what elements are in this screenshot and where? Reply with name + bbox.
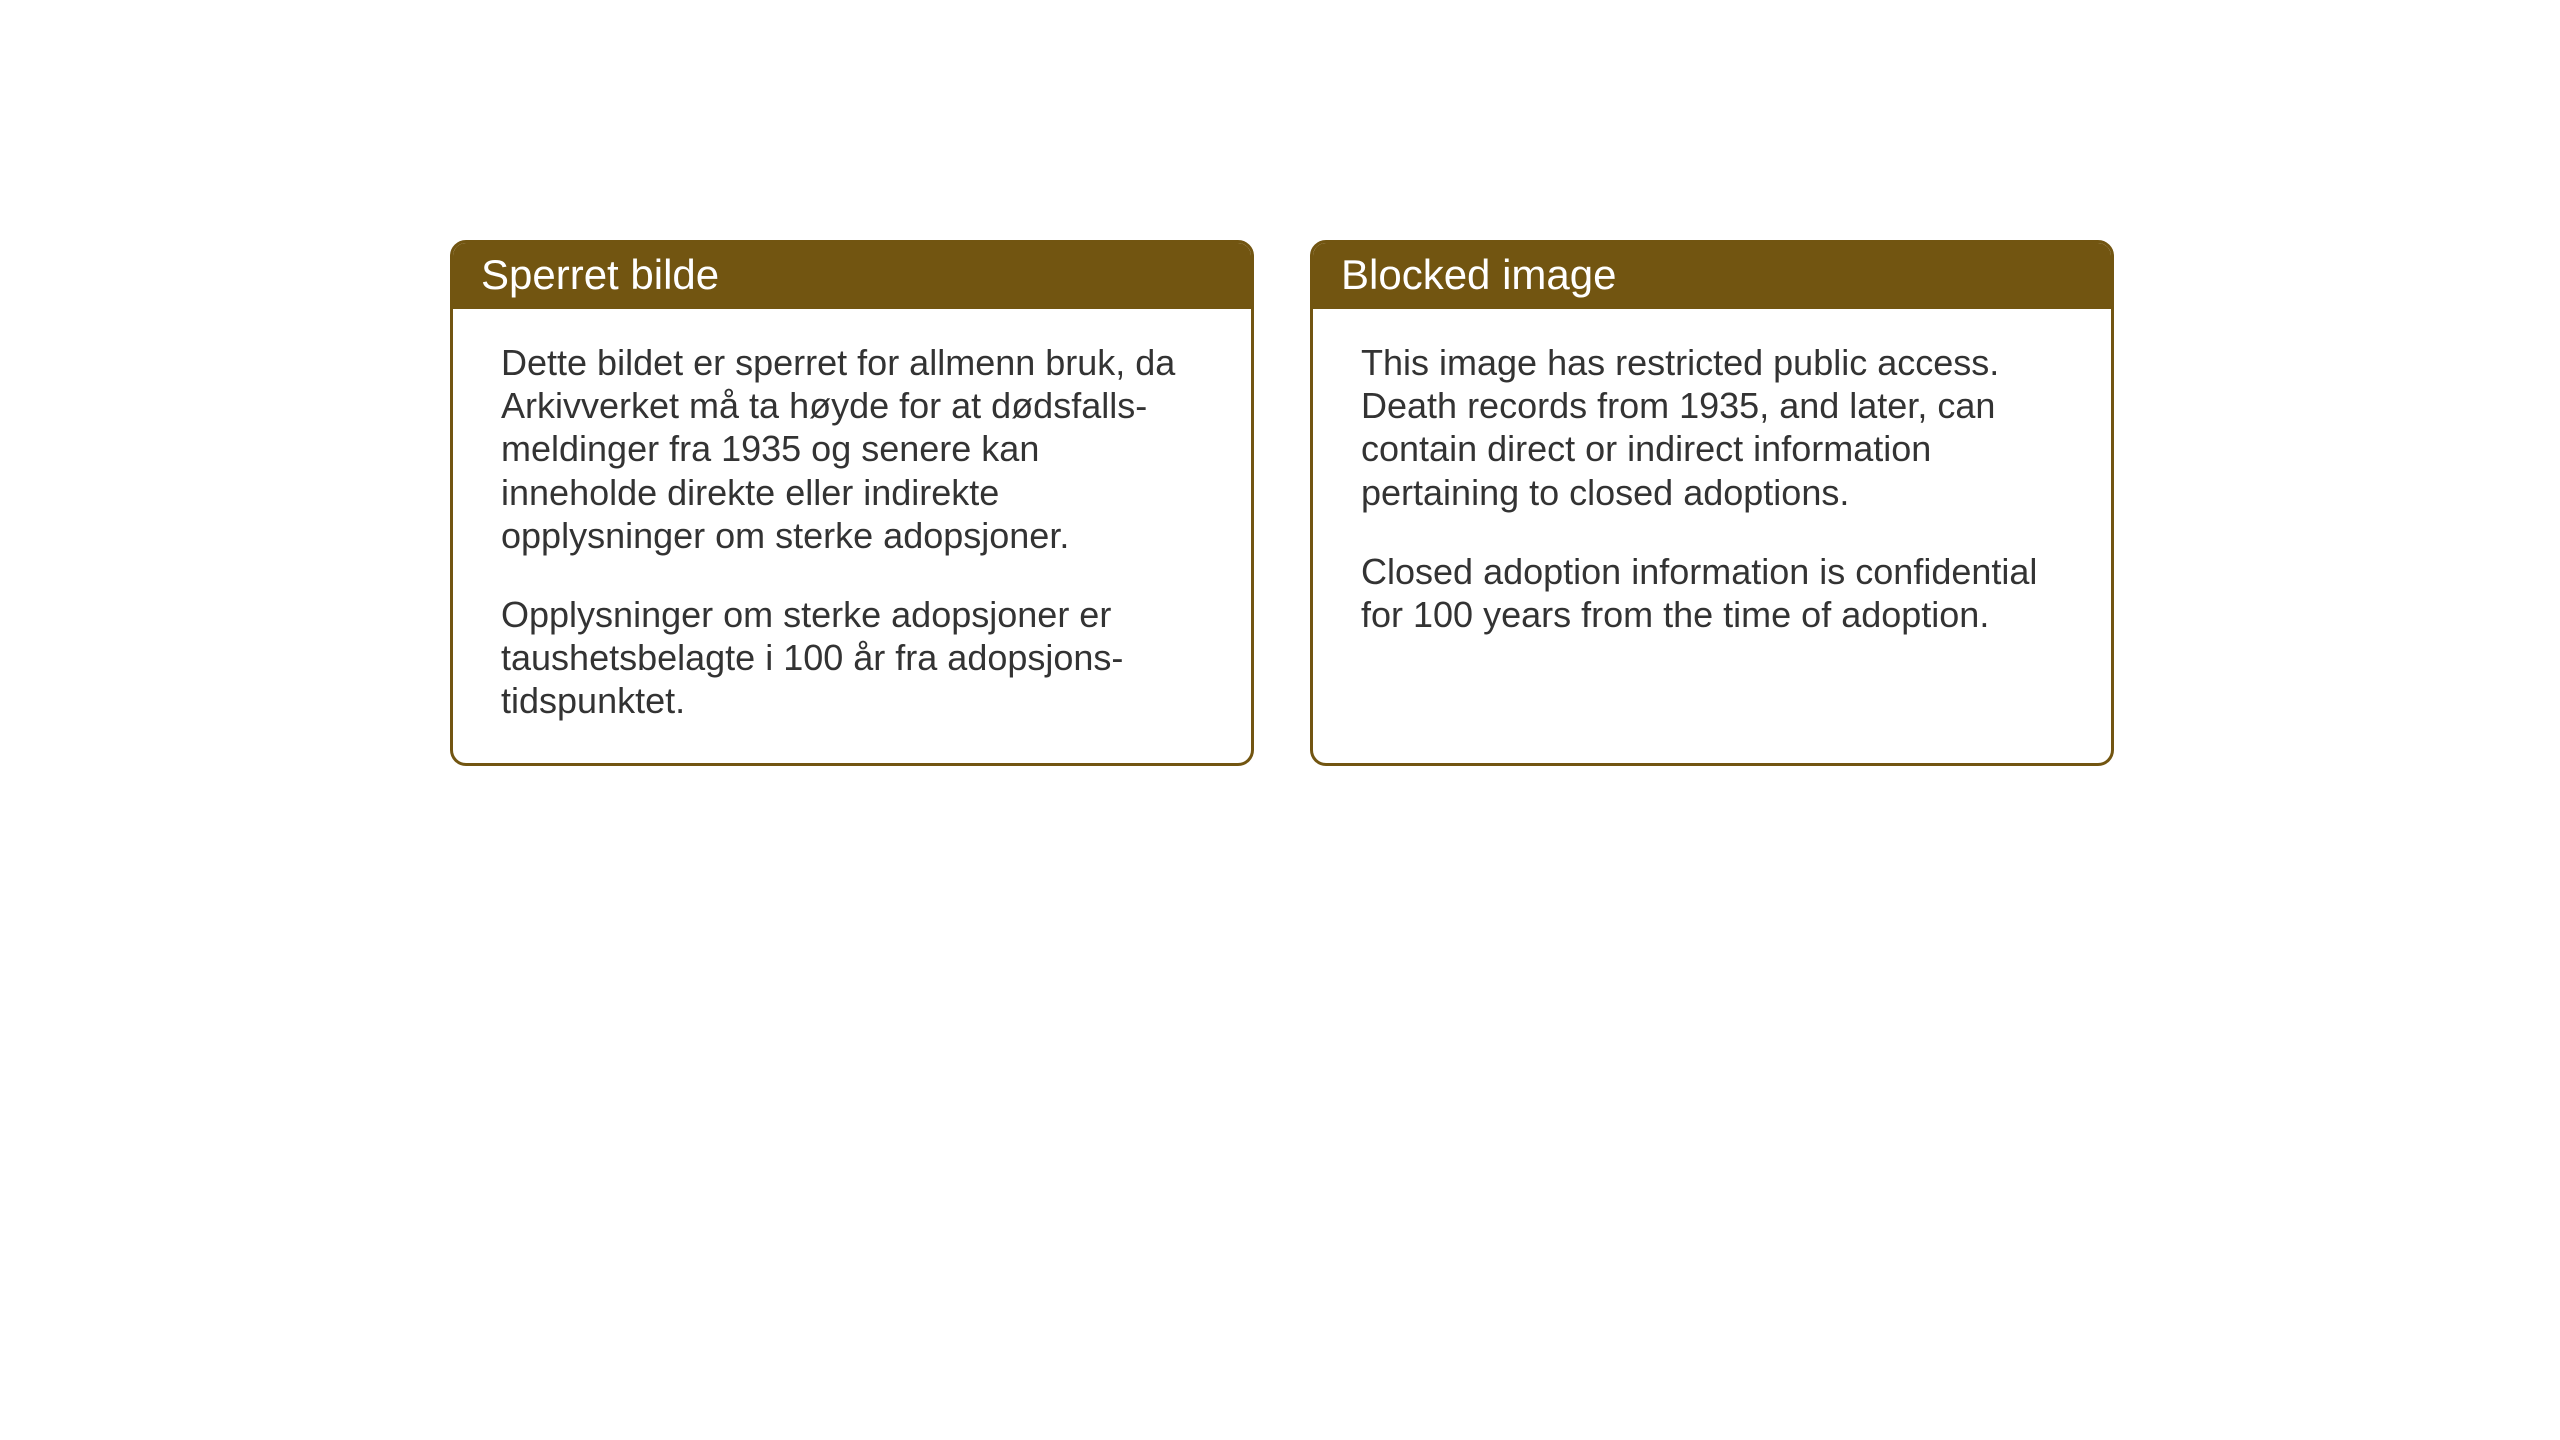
- card-header-norwegian: Sperret bilde: [453, 243, 1251, 309]
- notice-card-english: Blocked image This image has restricted …: [1310, 240, 2114, 766]
- card-body-norwegian: Dette bildet er sperret for allmenn bruk…: [453, 309, 1251, 763]
- card-paragraph-1: Dette bildet er sperret for allmenn bruk…: [501, 341, 1203, 557]
- notice-card-norwegian: Sperret bilde Dette bildet er sperret fo…: [450, 240, 1254, 766]
- notice-cards-container: Sperret bilde Dette bildet er sperret fo…: [450, 240, 2114, 766]
- card-title: Blocked image: [1341, 251, 1616, 298]
- card-paragraph-2: Opplysninger om sterke adopsjoner er tau…: [501, 593, 1203, 723]
- card-header-english: Blocked image: [1313, 243, 2111, 309]
- card-body-english: This image has restricted public access.…: [1313, 309, 2111, 749]
- card-title: Sperret bilde: [481, 251, 719, 298]
- card-paragraph-1: This image has restricted public access.…: [1361, 341, 2063, 514]
- card-paragraph-2: Closed adoption information is confident…: [1361, 550, 2063, 636]
